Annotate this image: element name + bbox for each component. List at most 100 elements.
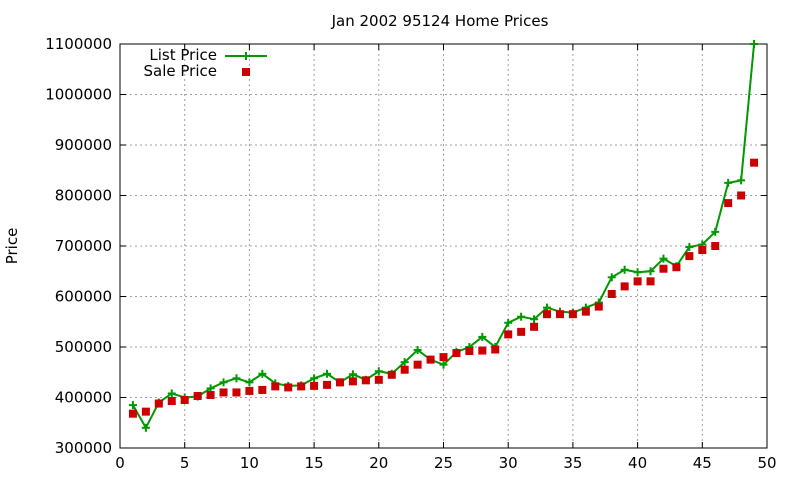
chart-title: Jan 2002 95124 Home Prices — [331, 12, 549, 30]
sale-price-point — [141, 407, 150, 416]
sale-price-point — [297, 382, 306, 391]
y-axis-label: Price — [3, 228, 21, 265]
y-tick-label: 900000 — [55, 136, 112, 154]
axis-ticks: 0 5 10 15 20 25 30 35 40 45 50 300000 400000 500000 60… — [45, 35, 776, 472]
sale-price-point — [504, 330, 513, 339]
y-tick-label: 700000 — [55, 237, 112, 255]
sale-price-point — [607, 289, 616, 298]
x-tick-label: 20 — [369, 454, 388, 472]
sale-price-point — [517, 327, 526, 336]
list-price-point — [724, 178, 733, 187]
sale-price-point — [271, 382, 280, 391]
list-price-point — [517, 312, 526, 321]
sale-price-point — [581, 307, 590, 316]
list-price-point — [646, 267, 655, 276]
x-tick-label: 5 — [180, 454, 190, 472]
list-price-point — [310, 374, 319, 383]
y-tick-label: 1100000 — [45, 35, 112, 53]
sale-price-point — [258, 385, 267, 394]
list-price-point — [323, 369, 332, 378]
y-tick-label: 500000 — [55, 338, 112, 356]
sale-price-point — [323, 380, 332, 389]
sale-price-point — [568, 310, 577, 319]
sale-price-point — [206, 390, 215, 399]
series-layer — [128, 40, 759, 432]
y-tick-label: 800000 — [55, 187, 112, 205]
y-tick-label: 600000 — [55, 288, 112, 306]
legend-marker-list-price — [242, 52, 250, 60]
list-price-point — [232, 374, 241, 383]
list-price-point — [348, 370, 357, 379]
list-price-point — [478, 332, 487, 341]
sale-price-point — [620, 282, 629, 291]
sale-price-point — [672, 263, 681, 272]
list-price-point — [141, 423, 150, 432]
sale-price-point — [167, 397, 176, 406]
legend-label-sale-price: Sale Price — [144, 62, 217, 80]
sale-price-point — [491, 345, 500, 354]
sale-price-point — [374, 375, 383, 384]
legend-label-list-price: List Price — [149, 46, 217, 64]
list-price-point — [413, 346, 422, 355]
sale-price-point — [413, 360, 422, 369]
sale-price-point — [335, 378, 344, 387]
list-price-point — [258, 369, 267, 378]
sale-price-point — [310, 381, 319, 390]
y-tick-label: 400000 — [55, 389, 112, 407]
sale-price-point — [594, 302, 603, 311]
x-tick-label: 25 — [434, 454, 453, 472]
sale-price-point — [478, 346, 487, 355]
x-tick-label: 0 — [115, 454, 125, 472]
list-price-point — [167, 389, 176, 398]
sale-price-point — [426, 355, 435, 364]
sale-price-point — [685, 252, 694, 261]
sale-price-point — [439, 353, 448, 362]
list-price-point — [607, 273, 616, 282]
list-price-point — [400, 358, 409, 367]
sale-price-point — [361, 376, 370, 385]
sale-price-point — [193, 391, 202, 400]
x-tick-label: 10 — [240, 454, 259, 472]
x-tick-label: 45 — [693, 454, 712, 472]
sale-price-point — [180, 396, 189, 405]
sale-price-point — [737, 191, 746, 200]
list-price-point — [504, 318, 513, 327]
sale-price-point — [659, 264, 668, 273]
list-price-point — [659, 254, 668, 263]
sale-price-point — [284, 383, 293, 392]
sale-price-point — [633, 277, 642, 286]
sale-price-point — [400, 365, 409, 374]
sale-price-point — [387, 370, 396, 379]
x-tick-label: 35 — [563, 454, 582, 472]
sale-price-point — [555, 310, 564, 319]
x-tick-label: 50 — [757, 454, 776, 472]
list-price-point — [750, 40, 759, 48]
x-tick-label: 40 — [628, 454, 647, 472]
sale-price-point — [711, 242, 720, 250]
legend-marker-sale-price — [242, 68, 250, 76]
x-tick-label: 30 — [499, 454, 518, 472]
list-price-point — [245, 378, 254, 387]
sale-price-point — [128, 409, 137, 418]
list-price-point — [374, 367, 383, 376]
list-price-point — [685, 243, 694, 252]
list-price-point — [530, 315, 539, 324]
list-price-point — [439, 360, 448, 369]
sale-price-point — [232, 388, 241, 397]
sale-price-point — [348, 377, 357, 386]
sale-price-point — [646, 277, 655, 286]
sale-price-point — [543, 310, 552, 319]
legend: List Price Sale Price — [144, 46, 267, 80]
sale-price-point — [245, 386, 254, 395]
list-price-point — [633, 268, 642, 277]
list-price-point — [620, 265, 629, 274]
sale-price-point — [724, 199, 733, 208]
sale-price-point — [750, 158, 759, 167]
list-price-point — [737, 176, 746, 185]
list-price-point — [219, 378, 228, 387]
sale-price-point — [154, 399, 163, 408]
sale-price-point — [219, 388, 228, 397]
y-tick-label: 300000 — [55, 439, 112, 457]
list-price-point — [711, 227, 720, 236]
